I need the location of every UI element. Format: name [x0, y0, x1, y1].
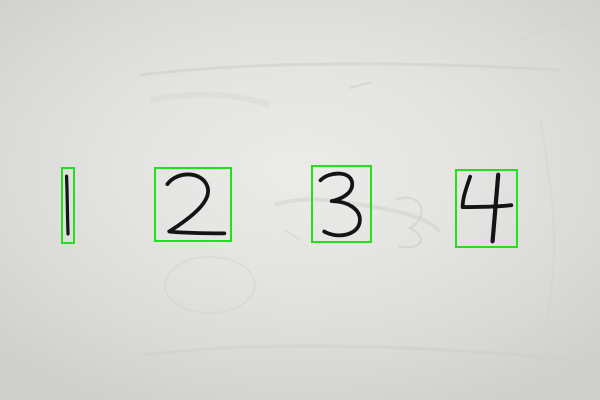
- handwritten-two: [165, 172, 227, 236]
- digit-box-4: 4: [455, 169, 518, 248]
- handwritten-three: [318, 171, 362, 238]
- digit-box-3: 3: [311, 165, 372, 243]
- digit-box-1: 1: [61, 167, 75, 244]
- handwritten-one: [64, 174, 70, 236]
- digit-box-2: 2: [154, 167, 232, 242]
- handwritten-four: [460, 172, 514, 244]
